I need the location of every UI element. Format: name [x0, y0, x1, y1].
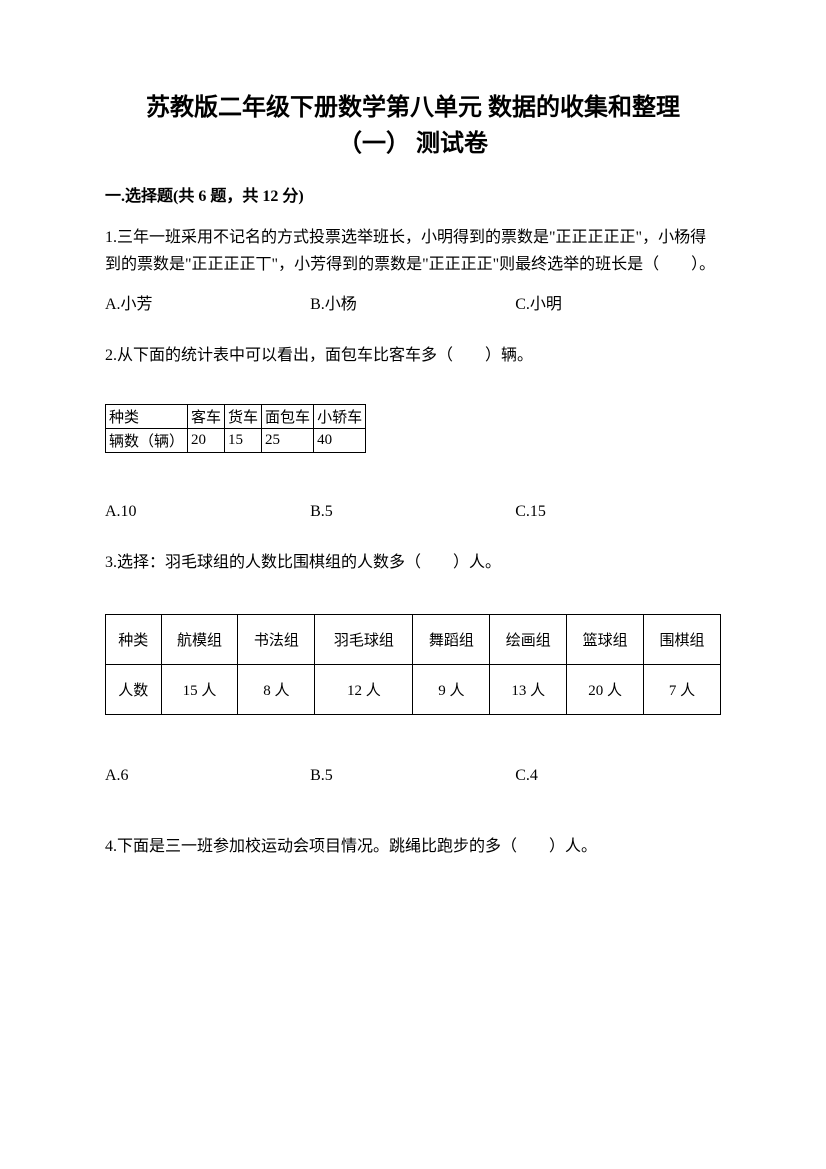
q3-option-a: A.6	[105, 767, 310, 785]
table-header-cell: 种类	[106, 614, 162, 664]
q2-option-c: C.15	[515, 503, 720, 521]
table-header-cell: 绘画组	[490, 614, 567, 664]
q2-option-a: A.10	[105, 503, 310, 521]
table-cell: 20	[188, 428, 225, 452]
question-2-text: 2.从下面的统计表中可以看出，面包车比客车多（ ）辆。	[105, 342, 721, 369]
table-header-cell: 舞蹈组	[413, 614, 490, 664]
table-cell: 25	[262, 428, 314, 452]
table-header-cell: 羽毛球组	[315, 614, 413, 664]
table-row: 种类 客车 货车 面包车 小轿车	[106, 404, 366, 428]
table-header-cell: 种类	[106, 404, 188, 428]
question-2: 2.从下面的统计表中可以看出，面包车比客车多（ ）辆。 种类 客车 货车 面包车…	[105, 342, 721, 520]
table-cell: 7 人	[644, 664, 721, 714]
table-header-cell: 小轿车	[314, 404, 366, 428]
q2-table: 种类 客车 货车 面包车 小轿车 辆数（辆） 20 15 25 40	[105, 404, 366, 453]
table-cell: 15 人	[161, 664, 238, 714]
question-3-options: A.6 B.5 C.4	[105, 767, 721, 785]
table-cell: 12 人	[315, 664, 413, 714]
q1-option-c: C.小明	[515, 290, 720, 314]
table-header-cell: 面包车	[262, 404, 314, 428]
table-row: 种类 航模组 书法组 羽毛球组 舞蹈组 绘画组 篮球组 围棋组	[106, 614, 721, 664]
q3-option-b: B.5	[310, 767, 515, 785]
table-cell: 13 人	[490, 664, 567, 714]
table-header-cell: 货车	[225, 404, 262, 428]
table-header-cell: 书法组	[238, 614, 315, 664]
table-header-cell: 客车	[188, 404, 225, 428]
q2-option-b: B.5	[310, 503, 515, 521]
table-cell: 15	[225, 428, 262, 452]
q1-option-a: A.小芳	[105, 290, 310, 314]
question-3-text: 3.选择：羽毛球组的人数比围棋组的人数多（ ）人。	[105, 549, 721, 576]
table-cell: 20 人	[567, 664, 644, 714]
table-cell: 40	[314, 428, 366, 452]
q3-table: 种类 航模组 书法组 羽毛球组 舞蹈组 绘画组 篮球组 围棋组 人数 15 人 …	[105, 614, 721, 715]
table-header-cell: 围棋组	[644, 614, 721, 664]
table-header-cell: 篮球组	[567, 614, 644, 664]
page-title: 苏教版二年级下册数学第八单元 数据的收集和整理 （一） 测试卷	[105, 90, 721, 162]
question-4-text: 4.下面是三一班参加校运动会项目情况。跳绳比跑步的多（ ）人。	[105, 833, 721, 860]
table-cell: 8 人	[238, 664, 315, 714]
question-2-options: A.10 B.5 C.15	[105, 503, 721, 521]
q1-option-b: B.小杨	[310, 290, 515, 314]
table-row: 人数 15 人 8 人 12 人 9 人 13 人 20 人 7 人	[106, 664, 721, 714]
section-header: 一.选择题(共 6 题，共 12 分)	[105, 182, 721, 206]
q3-option-c: C.4	[515, 767, 720, 785]
title-line-2: （一） 测试卷	[105, 126, 721, 162]
table-cell: 辆数（辆）	[106, 428, 188, 452]
table-cell: 9 人	[413, 664, 490, 714]
question-1: 1.三年一班采用不记名的方式投票选举班长，小明得到的票数是"正正正正正"，小杨得…	[105, 224, 721, 314]
question-3: 3.选择：羽毛球组的人数比围棋组的人数多（ ）人。 种类 航模组 书法组 羽毛球…	[105, 549, 721, 785]
question-1-options: A.小芳 B.小杨 C.小明	[105, 290, 721, 314]
table-row: 辆数（辆） 20 15 25 40	[106, 428, 366, 452]
title-line-1: 苏教版二年级下册数学第八单元 数据的收集和整理	[105, 90, 721, 126]
table-header-cell: 航模组	[161, 614, 238, 664]
question-1-text: 1.三年一班采用不记名的方式投票选举班长，小明得到的票数是"正正正正正"，小杨得…	[105, 224, 721, 278]
question-4: 4.下面是三一班参加校运动会项目情况。跳绳比跑步的多（ ）人。	[105, 833, 721, 860]
table-cell: 人数	[106, 664, 162, 714]
